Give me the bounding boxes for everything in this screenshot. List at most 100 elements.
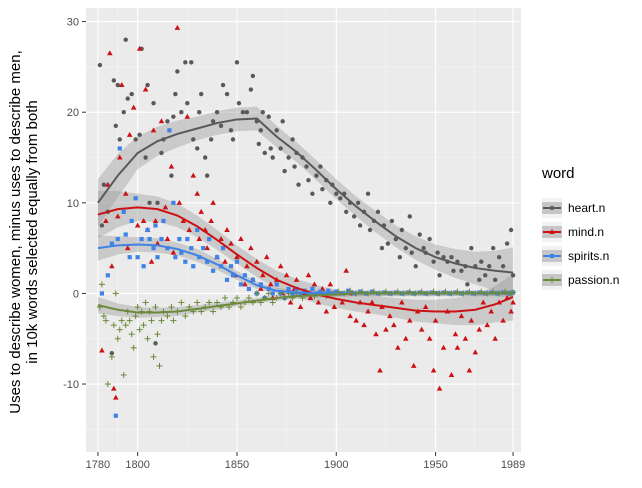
point-heart-n xyxy=(248,87,254,92)
point-mind-n xyxy=(126,131,133,137)
x-tick-label: 1900 xyxy=(324,459,348,471)
point-mind-n xyxy=(422,304,429,310)
point-spirits-n xyxy=(141,264,146,269)
point-mind-n xyxy=(347,313,353,319)
point-heart-n xyxy=(357,223,363,228)
point-mind-n xyxy=(311,281,318,287)
point-mind-n xyxy=(204,245,210,251)
point-heart-n xyxy=(250,73,256,79)
point-spirits-n xyxy=(220,246,226,251)
point-heart-n xyxy=(510,273,516,278)
legend-key-mind-n xyxy=(542,222,562,242)
point-heart-n xyxy=(437,273,442,278)
point-spirits-n xyxy=(230,273,236,278)
point-mind-n xyxy=(500,317,506,323)
point-mind-n xyxy=(454,344,461,350)
point-passion-n xyxy=(136,326,143,333)
legend-key-spirits-n xyxy=(542,246,562,266)
line-mind-n xyxy=(97,206,514,313)
point-heart-n xyxy=(234,60,240,65)
y-tick-label: 30 xyxy=(67,17,79,29)
point-heart-n xyxy=(189,60,194,65)
point-spirits-n xyxy=(185,236,190,242)
point-mind-n xyxy=(142,86,149,92)
y-tick-label: -10 xyxy=(63,379,79,391)
point-heart-n xyxy=(469,245,474,251)
point-heart-n xyxy=(500,264,506,269)
band-heart-n xyxy=(97,106,514,298)
point-passion-n xyxy=(118,317,125,324)
point-heart-n xyxy=(278,146,283,151)
point-heart-n xyxy=(204,173,210,178)
point-heart-n xyxy=(465,282,470,287)
point-mind-n xyxy=(112,394,119,400)
point-heart-n xyxy=(262,150,267,156)
point-heart-n xyxy=(202,155,208,160)
point-spirits-n xyxy=(205,259,210,264)
point-spirits-n xyxy=(151,246,156,251)
point-mind-n xyxy=(365,308,371,314)
point-mind-n xyxy=(315,299,322,305)
point-spirits-n xyxy=(155,255,160,260)
point-heart-n xyxy=(121,110,126,115)
x-tick-label: 1800 xyxy=(125,459,149,471)
point-heart-n xyxy=(504,241,510,246)
point-heart-n xyxy=(274,128,279,133)
point-heart-n xyxy=(244,110,250,115)
point-mind-n xyxy=(254,258,260,264)
point-heart-n xyxy=(296,182,301,187)
point-mind-n xyxy=(99,347,105,353)
point-spirits-n xyxy=(258,282,263,287)
point-heart-n xyxy=(328,200,333,206)
point-spirits-n xyxy=(121,209,126,214)
point-heart-n xyxy=(115,82,120,88)
point-heart-n xyxy=(145,82,150,88)
point-heart-n xyxy=(367,227,373,233)
point-mind-n xyxy=(186,227,193,232)
point-heart-n xyxy=(125,96,130,101)
point-heart-n xyxy=(449,254,454,260)
point-mind-n xyxy=(103,217,109,223)
point-spirits-n xyxy=(274,282,279,287)
point-heart-n xyxy=(173,91,178,97)
point-mind-n xyxy=(180,217,187,223)
point-mind-n xyxy=(184,113,191,119)
point-heart-n xyxy=(334,191,339,196)
point-heart-n xyxy=(407,214,412,219)
point-heart-n xyxy=(258,128,263,133)
point-passion-n xyxy=(233,294,240,301)
point-heart-n xyxy=(479,259,484,264)
point-mind-n xyxy=(257,285,264,291)
point-spirits-n xyxy=(183,259,188,264)
point-passion-n xyxy=(104,381,111,388)
point-mind-n xyxy=(210,199,216,205)
point-heart-n xyxy=(147,200,152,206)
point-heart-n xyxy=(355,200,361,206)
point-spirits-n xyxy=(133,196,138,201)
point-spirits-n xyxy=(238,282,244,287)
point-mind-n xyxy=(244,263,250,269)
point-spirits-n xyxy=(159,236,164,242)
point-mind-n xyxy=(361,322,367,328)
point-heart-n xyxy=(113,123,118,128)
legend-label-heart-n: heart.n xyxy=(568,201,605,215)
point-spirits-n xyxy=(117,146,122,151)
point-heart-n xyxy=(151,100,156,106)
point-passion-n xyxy=(206,299,213,306)
point-mind-n xyxy=(492,335,498,341)
point-passion-n xyxy=(128,331,135,338)
point-passion-n xyxy=(130,344,137,351)
point-mind-n xyxy=(118,82,125,88)
legend-key-heart-n xyxy=(542,198,562,218)
point-heart-n xyxy=(290,137,295,142)
point-passion-n xyxy=(156,362,163,369)
point-heart-n xyxy=(375,209,381,215)
points-heart-n xyxy=(97,37,516,356)
point-heart-n xyxy=(492,277,498,283)
point-heart-n xyxy=(133,137,138,142)
data-points xyxy=(96,24,517,418)
legend-key-marker xyxy=(549,229,555,234)
point-spirits-n xyxy=(135,255,140,260)
point-passion-n xyxy=(144,335,151,342)
